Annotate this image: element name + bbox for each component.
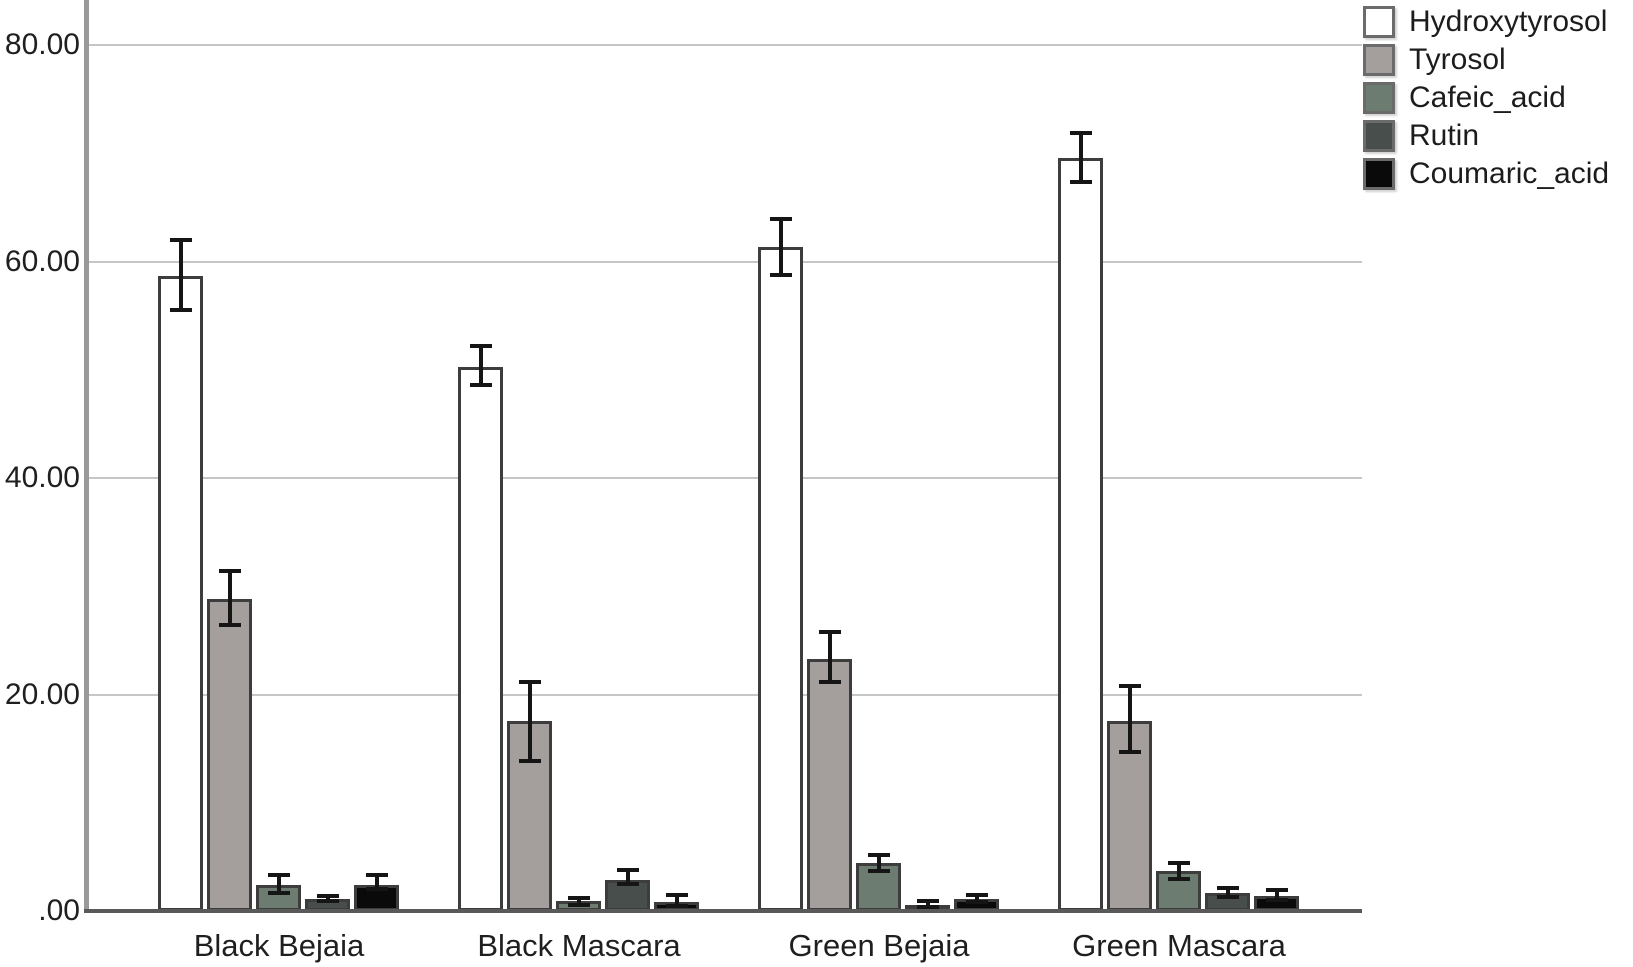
error-bar	[828, 632, 832, 682]
error-bar-cap	[1070, 131, 1092, 135]
gridline	[84, 44, 1362, 46]
error-bar-cap	[868, 853, 890, 857]
error-bar	[577, 898, 581, 905]
gridline	[84, 477, 1362, 479]
legend-item-tyrosol: Tyrosol	[1363, 43, 1609, 76]
error-bar	[1177, 863, 1181, 879]
x-axis-line	[84, 909, 1362, 913]
error-bar	[375, 875, 379, 889]
bar-hydroxytyrosol-4	[1058, 158, 1103, 911]
error-bar	[528, 682, 532, 761]
gridline	[84, 694, 1362, 696]
error-bar-cap	[568, 903, 590, 907]
legend-label: Rutin	[1409, 119, 1480, 152]
error-bar	[479, 346, 483, 385]
error-bar-cap	[366, 873, 388, 877]
error-bar	[675, 895, 679, 906]
legend-swatch-icon	[1363, 82, 1395, 114]
error-bar-cap	[666, 904, 688, 908]
error-bar-cap	[1168, 861, 1190, 865]
error-bar	[975, 895, 979, 902]
error-bar	[926, 901, 930, 907]
error-bar-cap	[917, 899, 939, 903]
error-bar-cap	[219, 569, 241, 573]
legend-item-coumaric_acid: Coumaric_acid	[1363, 157, 1610, 190]
error-bar-cap	[170, 308, 192, 312]
y-axis-tick-label: 60.00	[4, 245, 80, 278]
category-label-4: Green Mascara	[1072, 928, 1286, 963]
bar-tyrosol-3	[807, 659, 852, 911]
error-bar	[626, 870, 630, 884]
legend-label: Tyrosol	[1409, 43, 1506, 76]
bar-hydroxytyrosol-1	[158, 276, 203, 911]
legend-swatch-icon	[1363, 6, 1395, 38]
error-bar-cap	[219, 623, 241, 627]
error-bar	[1275, 890, 1279, 900]
legend-swatch-icon	[1363, 120, 1395, 152]
error-bar-cap	[470, 344, 492, 348]
y-axis-tick-label: 20.00	[4, 678, 80, 711]
error-bar-cap	[617, 868, 639, 872]
error-bar-cap	[519, 759, 541, 763]
error-bar-cap	[966, 893, 988, 897]
error-bar-cap	[819, 680, 841, 684]
legend-item-cafeic_acid: Cafeic_acid	[1363, 81, 1609, 114]
legend-item-rutin: Rutin	[1363, 119, 1609, 152]
error-bar	[1226, 888, 1230, 897]
legend-label: Hydroxytyrosol	[1409, 5, 1608, 38]
gridline	[84, 261, 1362, 263]
error-bar	[326, 896, 330, 901]
error-bar-cap	[317, 894, 339, 898]
error-bar-cap	[966, 900, 988, 904]
error-bar-cap	[770, 273, 792, 277]
legend: Hydroxytyrosol Tyrosol Cafeic_acid Rutin Cou…	[1363, 5, 1610, 196]
error-bar-cap	[1119, 750, 1141, 754]
error-bar-cap	[470, 383, 492, 387]
error-bar	[228, 571, 232, 625]
error-bar-cap	[268, 873, 290, 877]
error-bar	[1079, 133, 1083, 182]
error-bar-cap	[519, 680, 541, 684]
legend-swatch-icon	[1363, 44, 1395, 76]
category-label-3: Green Bejaia	[788, 928, 970, 963]
y-axis-tick-label: 40.00	[4, 461, 80, 494]
error-bar-cap	[1217, 886, 1239, 890]
bar-hydroxytyrosol-2	[458, 367, 503, 911]
error-bar-cap	[1217, 895, 1239, 899]
error-bar-cap	[170, 238, 192, 242]
y-axis-line	[84, 0, 89, 913]
error-bar	[877, 855, 881, 871]
error-bar-cap	[666, 893, 688, 897]
error-bar	[277, 875, 281, 893]
bar-hydroxytyrosol-3	[758, 247, 803, 911]
error-bar-cap	[917, 905, 939, 909]
error-bar-cap	[1070, 180, 1092, 184]
legend-swatch-icon	[1363, 158, 1395, 190]
error-bar-cap	[770, 217, 792, 221]
error-bar-cap	[868, 869, 890, 873]
error-bar-cap	[819, 630, 841, 634]
error-bar-cap	[317, 899, 339, 903]
error-bar-cap	[366, 887, 388, 891]
y-axis-tick-label: 80.00	[4, 28, 80, 61]
bar-tyrosol-1	[207, 599, 252, 911]
error-bar-cap	[268, 891, 290, 895]
error-bar-cap	[617, 882, 639, 886]
error-bar-cap	[1168, 877, 1190, 881]
error-bar-cap	[1266, 888, 1288, 892]
category-label-2: Black Mascara	[477, 928, 681, 963]
error-bar	[1128, 686, 1132, 752]
error-bar-cap	[568, 896, 590, 900]
error-bar	[179, 240, 183, 310]
y-axis-tick-label: .00	[38, 894, 80, 927]
legend-label: Cafeic_acid	[1409, 81, 1566, 114]
error-bar	[779, 219, 783, 275]
legend-label: Coumaric_acid	[1409, 157, 1610, 190]
error-bar-cap	[1119, 684, 1141, 688]
category-label-1: Black Bejaia	[193, 928, 365, 963]
error-bar-cap	[1266, 898, 1288, 902]
legend-item-hydroxytyrosol: Hydroxytyrosol	[1363, 5, 1609, 38]
